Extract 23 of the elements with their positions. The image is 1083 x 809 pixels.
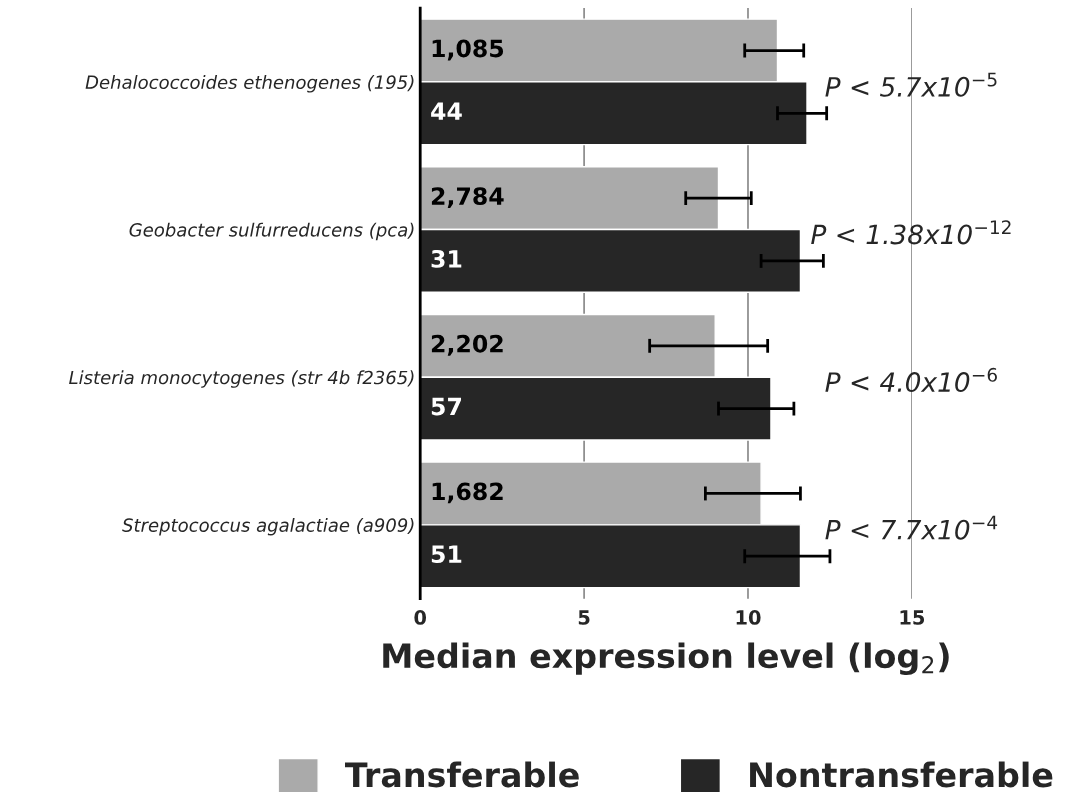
x-tick-label: 10 bbox=[736, 610, 761, 625]
annotation: P < 1.38x10$^{−12}$ bbox=[811, 220, 1011, 245]
annotation: 1,682 bbox=[432, 482, 503, 504]
annotation: 57 bbox=[431, 397, 462, 416]
annotation: 31 bbox=[431, 249, 462, 268]
y-tick-label: Listeria monocytogenes (str 4b f2365) bbox=[69, 370, 414, 388]
y-tick-label: Geobacter sulfurreducens (pca) bbox=[129, 222, 414, 241]
x-tick-label: 15 bbox=[900, 610, 925, 625]
x-tick-label: 0 bbox=[414, 610, 427, 625]
annotation: 44 bbox=[431, 102, 462, 120]
annotation: 51 bbox=[431, 545, 462, 564]
y-tick-label: Streptococcus agalactiae (a909) bbox=[122, 517, 414, 536]
annotation: P < 5.7x10$^{−5}$ bbox=[825, 72, 997, 97]
annotation: 1,085 bbox=[432, 39, 504, 61]
annotation: 2,202 bbox=[431, 334, 503, 356]
legend-label: Nontransferable bbox=[750, 761, 1053, 788]
annotation: P < 4.0x10$^{−6}$ bbox=[825, 367, 997, 393]
annotation: P < 7.7x10$^{−4}$ bbox=[825, 515, 998, 540]
x-axis-title: Median expression level (log$_{2}$) bbox=[383, 642, 949, 675]
annotation: 2,784 bbox=[431, 187, 504, 209]
x-tick-label: 5 bbox=[578, 610, 590, 625]
legend-label: Transferable bbox=[345, 761, 579, 788]
y-tick-label: Dehalococcoides ethenogenes (195) bbox=[85, 75, 414, 93]
